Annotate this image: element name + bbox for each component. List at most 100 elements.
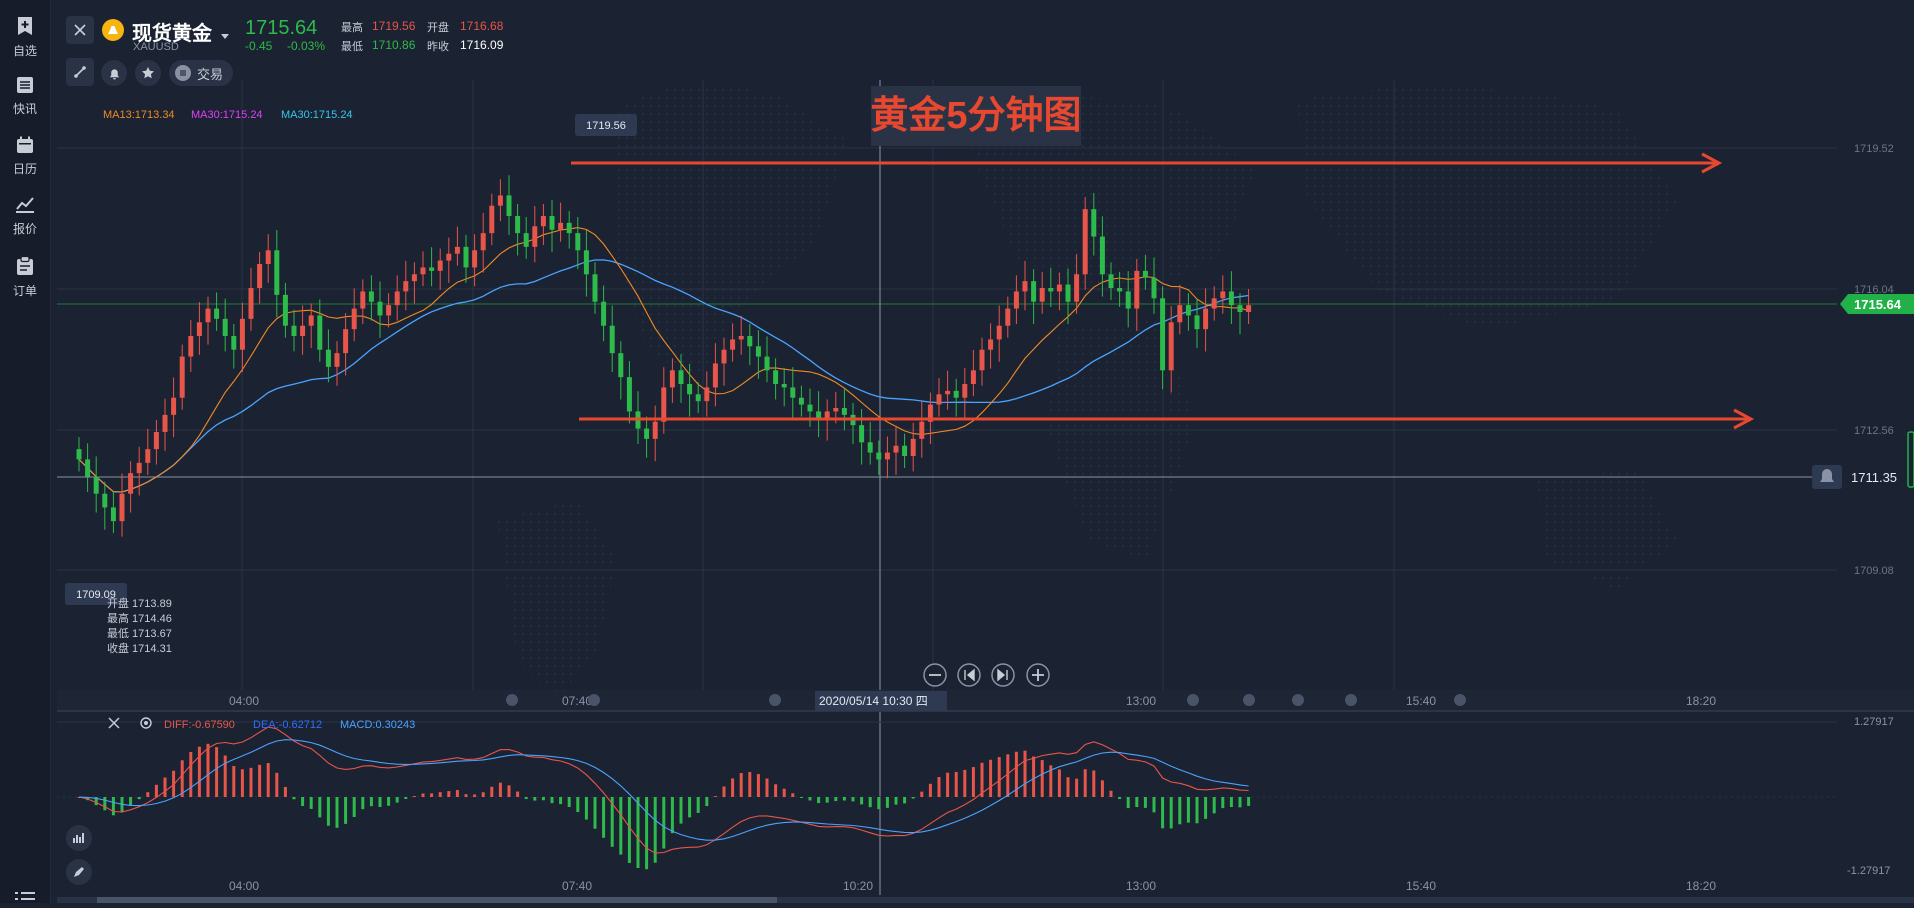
candle bbox=[601, 285, 607, 342]
favorite-button[interactable] bbox=[135, 60, 161, 86]
macd-bar bbox=[490, 786, 494, 797]
sidebar-item-orders[interactable]: 订单 bbox=[0, 256, 50, 299]
ma13-line bbox=[78, 227, 1249, 493]
candle bbox=[188, 319, 194, 372]
macd-bar bbox=[1161, 797, 1165, 829]
candle bbox=[420, 251, 426, 287]
trend-line-icon bbox=[16, 197, 34, 213]
macd-bar bbox=[318, 797, 322, 818]
menu-list-icon[interactable] bbox=[14, 890, 36, 908]
macd-value-legend: MACD:0.30243 bbox=[340, 719, 416, 731]
chart-canvas[interactable]: 1719.52 1716.04 1712.56 1709.08 黄金5分钟图 1… bbox=[57, 0, 1914, 903]
macd-bar bbox=[937, 777, 941, 797]
macd-bar bbox=[301, 797, 305, 807]
macd-diff-legend: DIFF:-0.67590 bbox=[164, 719, 235, 731]
candle bbox=[1228, 271, 1234, 324]
candle bbox=[145, 428, 151, 475]
candle bbox=[1022, 260, 1028, 311]
crosshair-time-label: 2020/05/14 10:30 四 bbox=[815, 691, 947, 711]
price-change: -0.45 bbox=[245, 39, 273, 53]
horizontal-scrollbar[interactable] bbox=[57, 897, 1914, 903]
scrollbar-thumb[interactable] bbox=[97, 897, 777, 903]
symbol-name: 现货黄金 bbox=[132, 23, 212, 45]
macd-bar bbox=[670, 797, 674, 834]
sidebar-item-watchlist[interactable]: 自选 bbox=[0, 16, 50, 59]
macd-bar bbox=[748, 772, 752, 797]
candle bbox=[540, 204, 546, 246]
candle bbox=[1031, 269, 1037, 324]
candle bbox=[695, 382, 701, 414]
candle bbox=[1177, 284, 1183, 335]
candle bbox=[110, 491, 116, 534]
macd-bar bbox=[1135, 797, 1139, 808]
high-value: 1719.56 bbox=[372, 19, 416, 33]
candle bbox=[214, 292, 220, 331]
ohlc-open: 开盘 1713.89 bbox=[107, 596, 172, 610]
macd-bar bbox=[688, 797, 692, 818]
playback-controls[interactable] bbox=[923, 663, 1050, 687]
chart-area[interactable]: 1719.52 1716.04 1712.56 1709.08 黄金5分钟图 1… bbox=[57, 0, 1914, 903]
sidebar-item-calendar[interactable]: 日历 bbox=[0, 136, 50, 177]
bookmark-add-icon bbox=[18, 17, 32, 35]
svg-text:1719.56: 1719.56 bbox=[586, 120, 626, 132]
candle bbox=[1185, 293, 1191, 331]
indicator-button[interactable] bbox=[66, 825, 92, 851]
candle bbox=[1237, 293, 1243, 335]
macd-bar bbox=[1238, 797, 1242, 808]
price-tick: 1709.08 bbox=[1854, 565, 1894, 577]
candle bbox=[807, 388, 813, 427]
candle bbox=[1117, 271, 1123, 307]
candle bbox=[1246, 289, 1252, 324]
draw-tool-button[interactable] bbox=[66, 58, 94, 86]
macd-bar bbox=[438, 792, 442, 797]
candle bbox=[859, 409, 865, 465]
macd-bar bbox=[567, 797, 571, 807]
time-axis: 04:00 07:40 13:00 15:40 18:20 bbox=[229, 694, 1716, 708]
symbol-selector[interactable]: 现货黄金 bbox=[132, 17, 230, 46]
candle bbox=[325, 329, 331, 383]
macd-close-button[interactable] bbox=[107, 716, 121, 735]
candle bbox=[738, 315, 744, 355]
macd-bar bbox=[352, 797, 356, 817]
macd-bar bbox=[326, 797, 330, 826]
candle bbox=[1168, 306, 1174, 393]
candle bbox=[489, 193, 495, 246]
macd-bar bbox=[309, 797, 313, 809]
macd-bar bbox=[266, 763, 270, 797]
max-price-marker: 1719.56 bbox=[575, 114, 637, 136]
gear-icon bbox=[140, 717, 152, 729]
close-button[interactable] bbox=[66, 16, 94, 44]
macd-bar bbox=[232, 766, 236, 797]
trade-button[interactable]: 交易 bbox=[169, 60, 234, 86]
macd-bar bbox=[602, 797, 606, 838]
step-back-button bbox=[957, 663, 981, 687]
price-alert-tag[interactable]: 1711.35 bbox=[1812, 465, 1897, 489]
candle bbox=[429, 247, 435, 287]
macd-lines bbox=[78, 726, 1249, 854]
candle bbox=[1194, 299, 1200, 348]
candle bbox=[1065, 268, 1071, 324]
macd-bar bbox=[817, 797, 821, 804]
candle bbox=[945, 370, 951, 410]
macd-bar bbox=[679, 797, 683, 824]
macd-settings-button[interactable] bbox=[139, 716, 153, 735]
candle bbox=[196, 302, 202, 355]
macd-bar bbox=[851, 797, 855, 802]
candle bbox=[558, 202, 564, 242]
pen-tool-button[interactable] bbox=[66, 859, 92, 885]
pen-icon bbox=[74, 867, 84, 877]
candle bbox=[85, 443, 91, 492]
scale-handle[interactable] bbox=[1907, 431, 1914, 488]
macd-bar bbox=[507, 785, 511, 797]
world-map-backdrop bbox=[497, 85, 1677, 700]
macd-bar bbox=[1066, 777, 1070, 797]
macd-bar bbox=[842, 797, 846, 801]
bell-icon bbox=[1820, 469, 1834, 482]
time-tick: 10:20 bbox=[843, 879, 873, 893]
candle bbox=[1108, 262, 1114, 300]
macd-bar bbox=[387, 797, 391, 806]
candle bbox=[1125, 271, 1131, 328]
sidebar-item-news[interactable]: 快讯 bbox=[0, 76, 50, 117]
sidebar-item-quotes[interactable]: 报价 bbox=[0, 196, 50, 237]
alert-button[interactable] bbox=[101, 60, 127, 86]
